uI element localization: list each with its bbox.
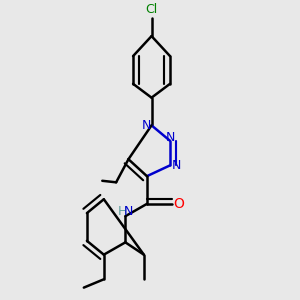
Text: N: N — [165, 130, 175, 144]
Text: N: N — [124, 205, 133, 218]
Text: Cl: Cl — [146, 3, 158, 16]
Text: H: H — [118, 205, 128, 218]
Text: O: O — [173, 197, 184, 211]
Text: N: N — [172, 159, 181, 172]
Text: N: N — [141, 119, 151, 132]
